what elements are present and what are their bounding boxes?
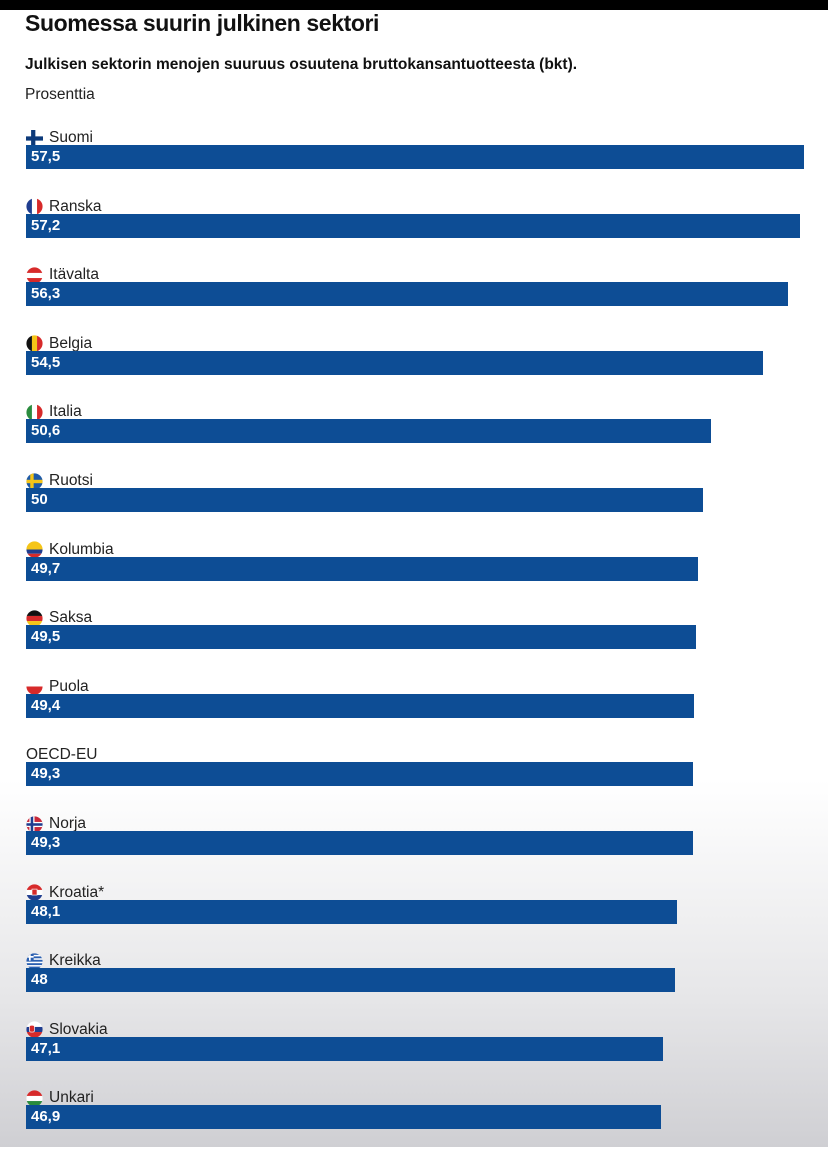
data-label: 49,3 xyxy=(31,765,61,783)
bar: 48 xyxy=(26,968,676,993)
data-label: 50 xyxy=(31,491,48,508)
bar: 50 xyxy=(26,488,703,512)
norway-flag-icon xyxy=(26,815,43,833)
bar: 57,5 xyxy=(26,145,804,169)
category-name: Saksa xyxy=(49,609,93,627)
data-label: 48 xyxy=(31,971,48,989)
finland-flag-icon xyxy=(26,129,43,147)
greece-flag-icon xyxy=(26,953,43,970)
data-label: 49,3 xyxy=(31,834,61,851)
bar-row: Ruotsi 50 xyxy=(0,471,828,537)
bar-row: Suomi 57,5 xyxy=(0,128,828,194)
bar-row: Ranska 57,2 xyxy=(0,197,828,263)
category-name: Slovakia xyxy=(49,1020,108,1038)
data-label: 48,1 xyxy=(31,902,61,920)
chart-title: Suomessa suurin julkinen sektori xyxy=(25,10,380,36)
category-label: Unkari xyxy=(26,1088,94,1108)
category-label: Ranska xyxy=(26,197,102,217)
bar: 50,6 xyxy=(26,419,711,444)
data-label: 57,2 xyxy=(31,216,61,234)
category-name: Suomi xyxy=(49,129,93,146)
top-black-bar xyxy=(0,0,828,10)
slovakia-flag-icon xyxy=(26,1021,43,1038)
sweden-flag-icon xyxy=(26,472,43,490)
category-label: Saksa xyxy=(26,608,92,628)
data-label: 54,5 xyxy=(31,353,61,371)
bar: 56,3 xyxy=(26,282,788,307)
croatia-flag-icon xyxy=(26,884,43,901)
bar-row: Itävalta 56,3 xyxy=(0,265,828,331)
bar: 54,5 xyxy=(26,350,764,375)
category-name: Italia xyxy=(49,403,82,421)
unit-label: Prosenttia xyxy=(25,86,95,103)
category-name: Puola xyxy=(49,677,89,695)
bar-row: Italia 50,6 xyxy=(0,402,828,468)
data-label: 56,3 xyxy=(31,285,61,303)
bar: 49,3 xyxy=(26,831,694,855)
bar-row: Kolumbia 49,7 xyxy=(0,540,828,606)
category-name: Itävalta xyxy=(49,266,99,284)
colombia-flag-icon xyxy=(26,541,43,558)
category-name: Ruotsi xyxy=(49,472,93,489)
bar: 49,3 xyxy=(26,762,694,787)
category-name: Belgia xyxy=(49,334,93,352)
category-name: Norja xyxy=(49,815,87,832)
bar: 57,2 xyxy=(26,213,800,238)
category-label: Norja xyxy=(26,814,86,834)
bar-row: Slovakia 47,1 xyxy=(0,1020,828,1086)
data-label: 46,9 xyxy=(31,1108,61,1126)
data-label: 47,1 xyxy=(31,1039,61,1057)
bar: 48,1 xyxy=(26,899,677,924)
france-flag-icon xyxy=(26,198,43,215)
data-label: 49,4 xyxy=(31,696,61,714)
category-label: Itävalta xyxy=(26,265,99,285)
category-name: Kreikka xyxy=(49,952,101,970)
category-label: Kreikka xyxy=(26,951,101,971)
category-label: Belgia xyxy=(26,334,92,354)
category-label: OECD-EU xyxy=(26,745,97,765)
chart-subtitle: Julkisen sektorin menojen suuruus osuute… xyxy=(25,56,578,73)
bar-row: Norja 49,3 xyxy=(0,814,828,880)
category-label: Puola xyxy=(26,677,89,697)
bar-row: Belgia 54,5 xyxy=(0,334,828,400)
category-name: Ranska xyxy=(49,197,102,215)
bar-row: Kreikka 48 xyxy=(0,951,828,1017)
data-label: 49,5 xyxy=(31,628,61,646)
category-label: Kolumbia xyxy=(26,540,114,560)
category-label: Slovakia xyxy=(26,1020,108,1040)
data-label: 57,5 xyxy=(31,148,61,165)
poland-flag-icon xyxy=(26,678,43,695)
data-label: 50,6 xyxy=(31,422,61,440)
category-name: OECD-EU xyxy=(26,746,98,764)
bar: 49,4 xyxy=(26,693,695,718)
bar-row: Unkari 46,9 xyxy=(0,1088,828,1154)
category-name: Kolumbia xyxy=(49,540,114,558)
category-label: Kroatia* xyxy=(26,883,104,903)
bar-row: Puola 49,4 xyxy=(0,677,828,743)
hungary-flag-icon xyxy=(26,1090,43,1107)
bar-row: OECD-EU 49,3 xyxy=(0,745,828,811)
category-name: Kroatia* xyxy=(49,883,105,901)
data-label: 49,7 xyxy=(31,559,61,577)
category-label: Suomi xyxy=(26,128,93,148)
bar: 49,5 xyxy=(26,625,696,650)
category-name: Unkari xyxy=(49,1089,94,1107)
bar: 49,7 xyxy=(26,556,699,581)
austria-flag-icon xyxy=(26,267,43,284)
germany-flag-icon xyxy=(26,610,43,627)
bar: 47,1 xyxy=(26,1036,664,1061)
category-label: Italia xyxy=(26,402,82,422)
bar-row: Kroatia* 48,1 xyxy=(0,883,828,949)
belgium-flag-icon xyxy=(26,335,43,352)
bar: 46,9 xyxy=(26,1105,661,1130)
italy-flag-icon xyxy=(26,404,43,421)
category-label: Ruotsi xyxy=(26,471,93,491)
bar-row: Saksa 49,5 xyxy=(0,608,828,674)
